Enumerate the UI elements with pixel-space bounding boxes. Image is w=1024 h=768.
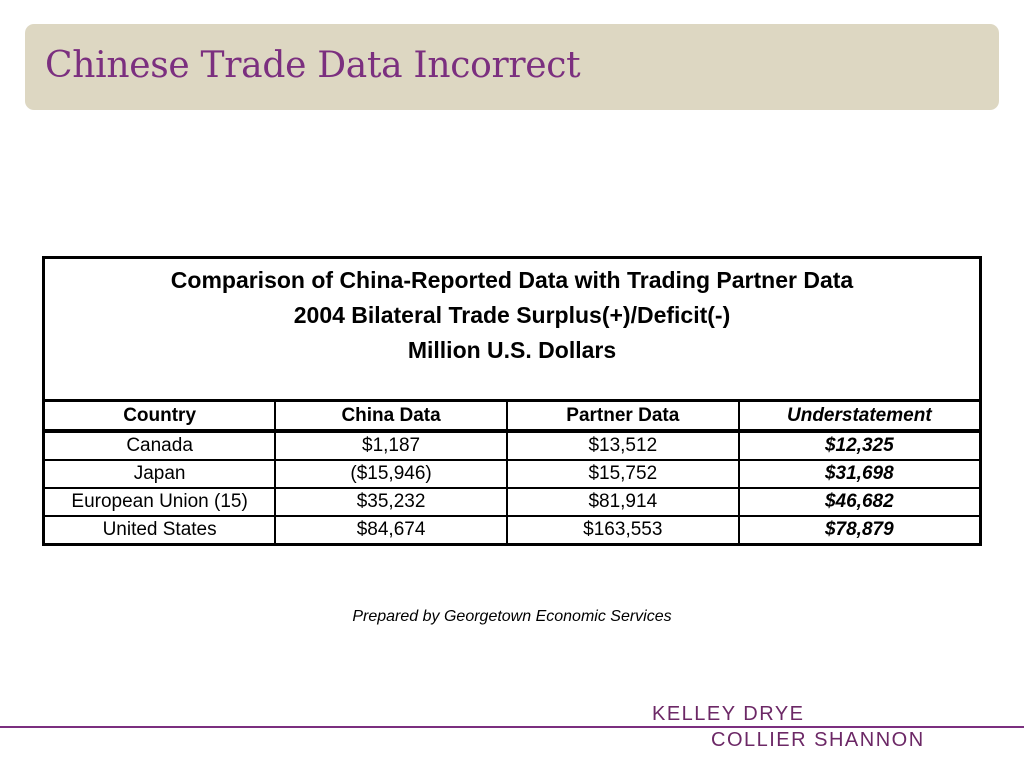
table-row: European Union (15) $35,232 $81,914 $46,… — [42, 488, 982, 517]
cell-china-data: $84,674 — [274, 516, 508, 546]
table-heading-line: Million U.S. Dollars — [407, 337, 617, 363]
firm-logo-line1: KELLEY DRYE — [652, 703, 805, 725]
column-header-country: Country — [42, 400, 277, 433]
source-credit: Prepared by Georgetown Economic Services — [352, 608, 672, 625]
table-row: United States $84,674 $163,553 $78,879 — [42, 516, 982, 546]
table-row: Japan ($15,946) $15,752 $31,698 — [42, 460, 982, 489]
cell-partner-data: $163,553 — [505, 516, 740, 546]
cell-country: European Union (15) — [42, 488, 277, 517]
cell-country: United States — [42, 516, 277, 546]
cell-partner-data: $81,914 — [505, 488, 740, 517]
cell-understatement: $31,698 — [737, 460, 982, 489]
table-heading-row: Comparison of China-Reported Data with T… — [42, 257, 982, 402]
column-header-partner-data: Partner Data — [505, 400, 740, 433]
footer-divider — [0, 726, 1024, 728]
title-bar: Chinese Trade Data Incorrect — [25, 24, 999, 110]
cell-china-data: ($15,946) — [274, 460, 508, 489]
trade-comparison-table: Comparison of China-Reported Data with T… — [42, 256, 982, 546]
table-heading: Comparison of China-Reported Data with T… — [42, 257, 982, 402]
table-heading-line: Comparison of China-Reported Data with T… — [170, 267, 854, 293]
column-header-china-data: China Data — [274, 400, 508, 433]
cell-china-data: $1,187 — [274, 431, 508, 461]
firm-logo-line2: COLLIER SHANNON — [711, 729, 925, 751]
slide-title: Chinese Trade Data Incorrect — [45, 45, 581, 86]
table-heading-line: 2004 Bilateral Trade Surplus(+)/Deficit(… — [293, 302, 731, 328]
column-header-understatement: Understatement — [737, 400, 982, 433]
table-row: Canada $1,187 $13,512 $12,325 — [42, 431, 982, 461]
column-header-row: Country China Data Partner Data Understa… — [42, 400, 982, 433]
cell-understatement: $12,325 — [737, 431, 982, 461]
cell-understatement: $78,879 — [737, 516, 982, 546]
cell-partner-data: $13,512 — [505, 431, 740, 461]
cell-country: Japan — [42, 460, 277, 489]
cell-china-data: $35,232 — [274, 488, 508, 517]
cell-country: Canada — [42, 431, 277, 461]
cell-understatement: $46,682 — [737, 488, 982, 517]
cell-partner-data: $15,752 — [505, 460, 740, 489]
